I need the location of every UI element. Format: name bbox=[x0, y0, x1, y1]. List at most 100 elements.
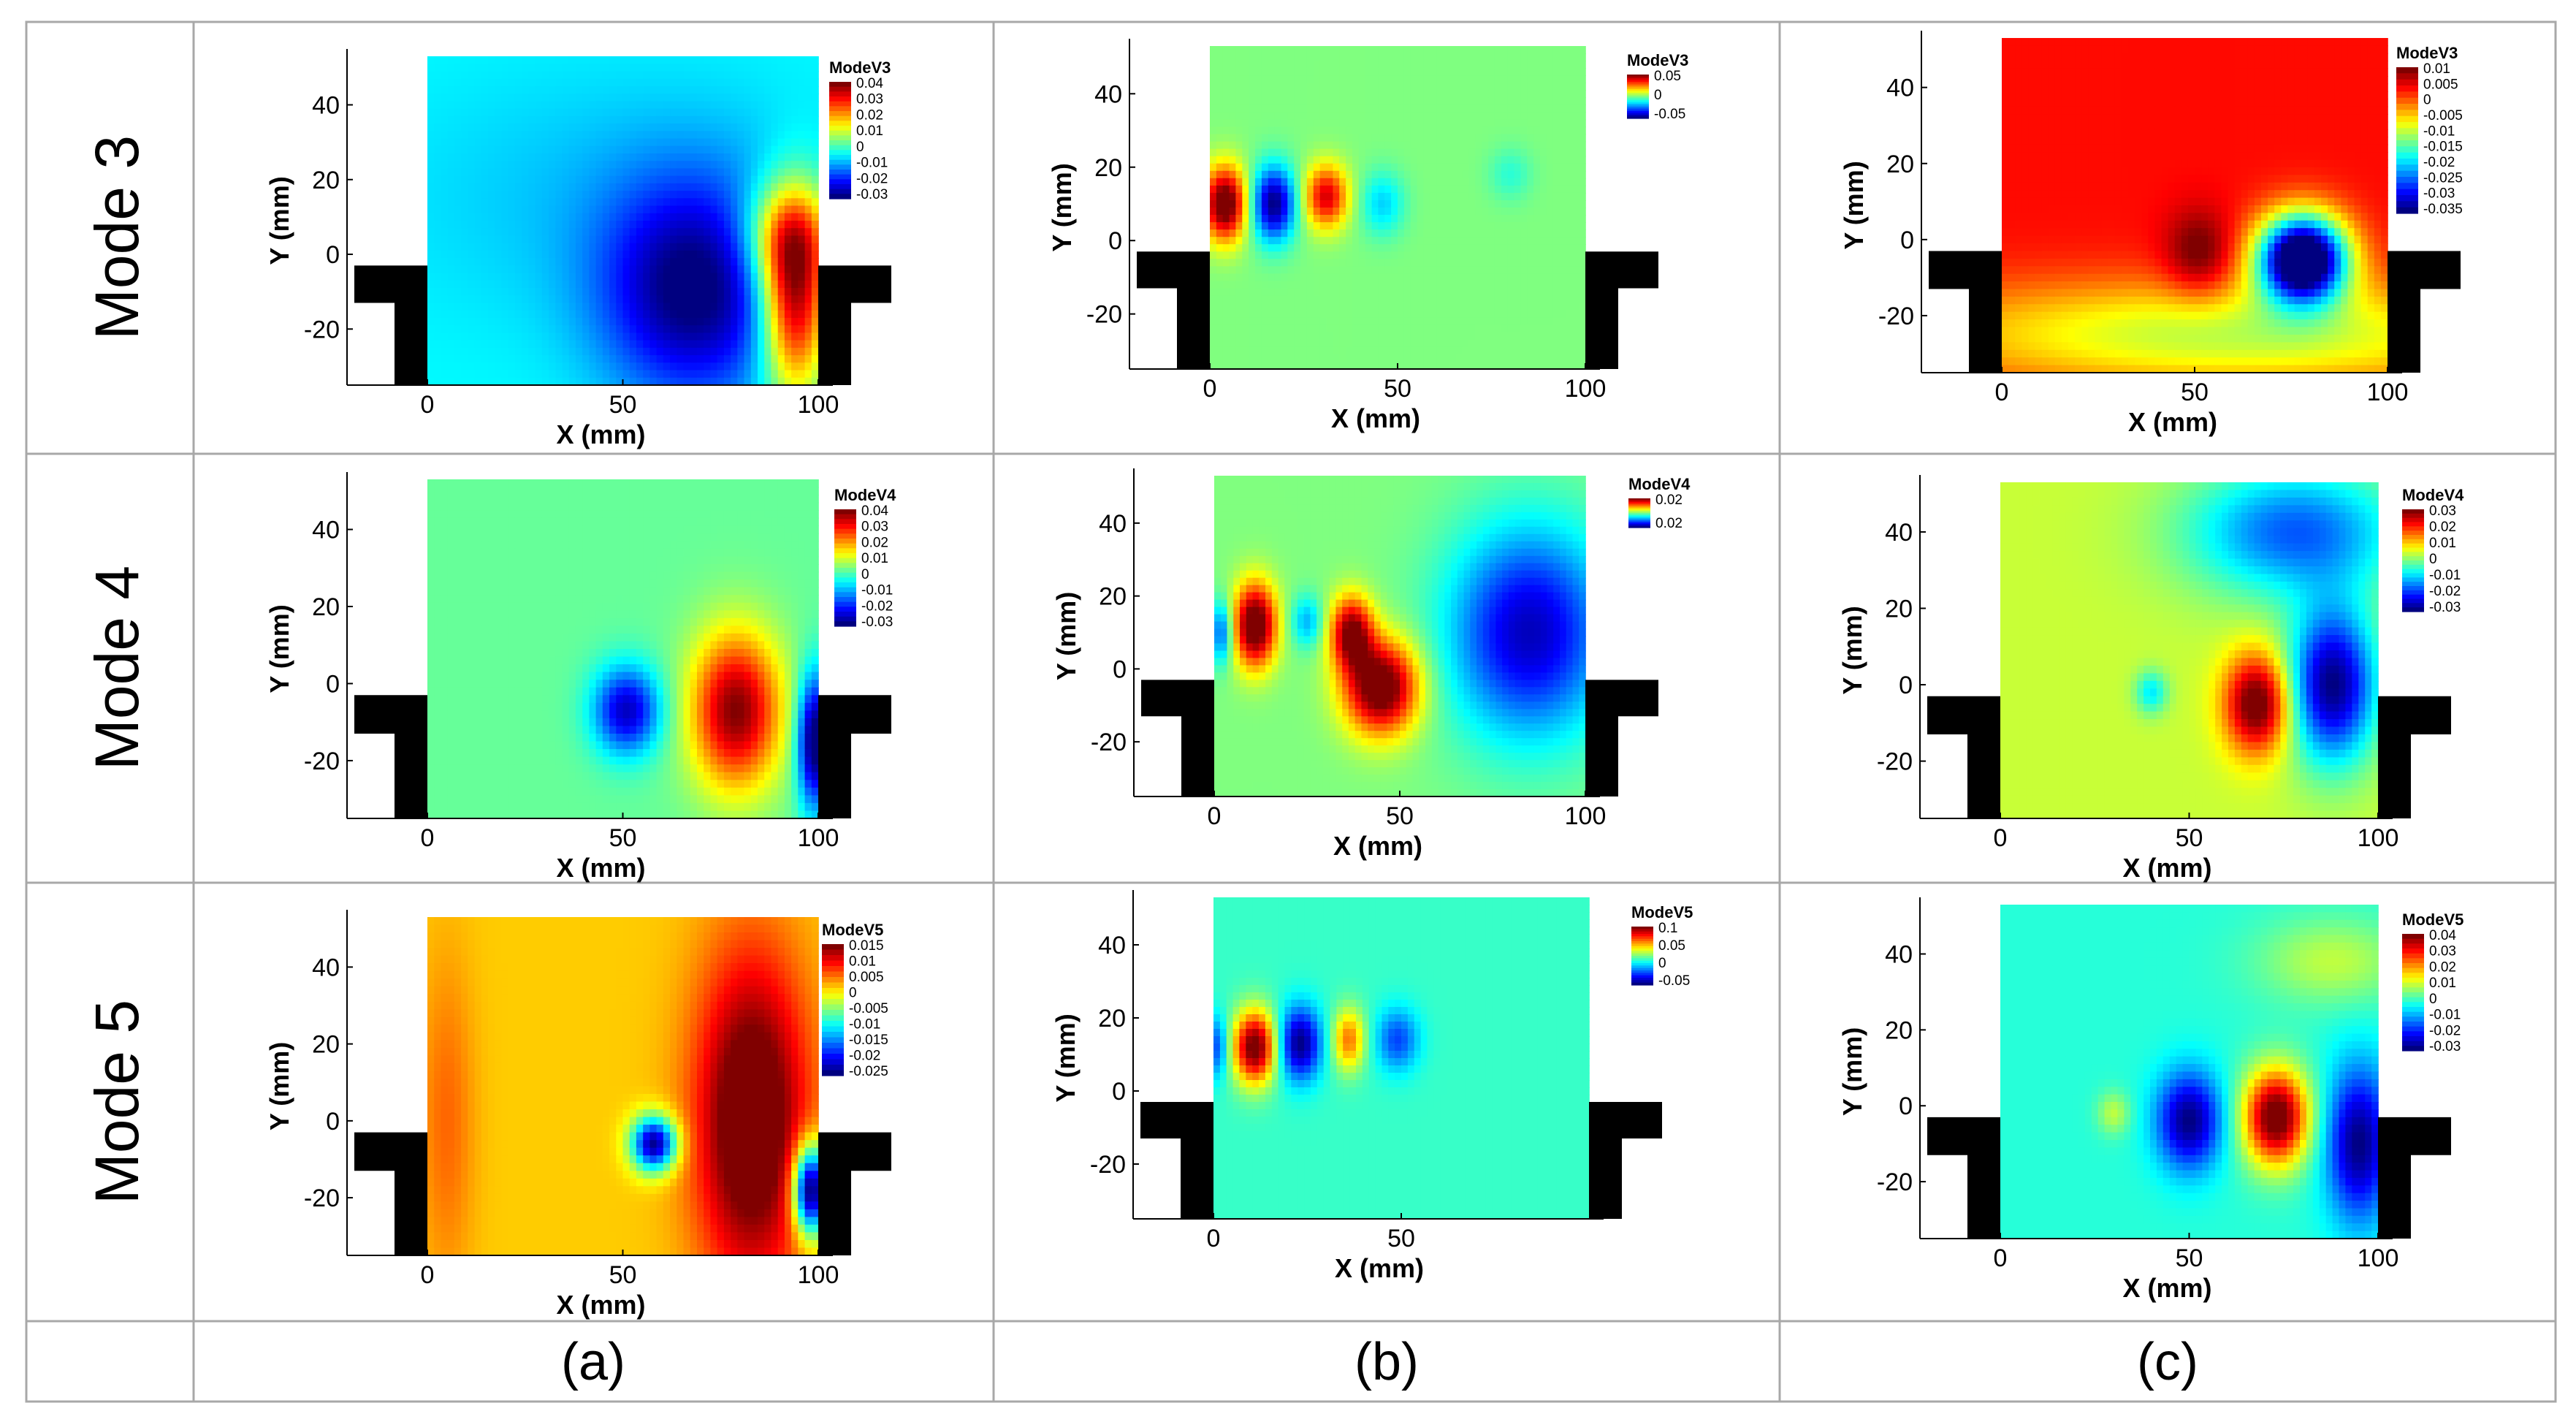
heatmap-cell bbox=[1501, 281, 1509, 289]
heatmap-cell bbox=[1384, 339, 1392, 348]
heatmap-cell bbox=[1566, 75, 1574, 83]
heatmap-cell bbox=[1527, 97, 1534, 106]
heatmap-cell bbox=[568, 280, 576, 289]
heatmap-cell bbox=[677, 265, 685, 274]
heatmap-cell bbox=[1468, 75, 1476, 83]
heatmap-cell bbox=[1274, 288, 1282, 297]
heatmap-cell bbox=[568, 145, 576, 154]
heatmap-cell bbox=[1475, 288, 1482, 297]
heatmap-cell bbox=[1417, 112, 1425, 121]
heatmap-cell bbox=[461, 71, 469, 80]
heatmap-cell bbox=[791, 205, 799, 214]
heatmap-cell bbox=[636, 71, 644, 80]
heatmap-cell bbox=[1443, 178, 1450, 186]
heatmap-cell bbox=[616, 325, 624, 334]
heatmap-cell bbox=[723, 123, 731, 132]
heatmap-cell bbox=[434, 295, 442, 304]
heatmap-cell bbox=[1552, 46, 1561, 54]
heatmap-cell bbox=[1287, 148, 1295, 157]
heatmap-cell bbox=[629, 101, 637, 110]
heatmap-cell bbox=[1313, 185, 1321, 194]
heatmap-cell bbox=[1520, 119, 1528, 128]
heatmap-cell bbox=[643, 265, 651, 274]
heatmap-cell bbox=[1216, 273, 1224, 282]
heatmap-cell bbox=[549, 288, 556, 296]
heatmap-cell bbox=[447, 310, 455, 319]
heatmap-cell bbox=[1326, 251, 1334, 260]
heatmap-cell bbox=[1455, 178, 1463, 186]
heatmap-cell bbox=[649, 235, 658, 244]
heatmap-cell bbox=[656, 85, 664, 94]
heatmap-cell bbox=[549, 56, 556, 64]
heatmap-cell bbox=[1306, 148, 1314, 157]
heatmap-cell bbox=[468, 288, 476, 296]
heatmap-cell bbox=[1462, 178, 1470, 186]
heatmap-cell bbox=[1552, 251, 1561, 260]
legend-color-step bbox=[829, 194, 851, 199]
heatmap-cell bbox=[609, 228, 617, 237]
heatmap-cell bbox=[1333, 68, 1341, 76]
heatmap-cell bbox=[468, 265, 476, 274]
heatmap-cell bbox=[474, 310, 482, 319]
heatmap-cell bbox=[1378, 90, 1386, 99]
heatmap-cell bbox=[1326, 53, 1334, 61]
heatmap-cell bbox=[683, 108, 691, 117]
heatmap-cell bbox=[717, 235, 725, 244]
heatmap-cell bbox=[549, 235, 556, 244]
heatmap-cell bbox=[1378, 295, 1386, 304]
heatmap-cell bbox=[704, 228, 712, 237]
heatmap-cell bbox=[434, 370, 442, 379]
heatmap-cell bbox=[791, 221, 799, 229]
heatmap-cell bbox=[495, 355, 503, 364]
heatmap-cell bbox=[427, 273, 435, 281]
heatmap-cell bbox=[1430, 46, 1437, 54]
heatmap-cell bbox=[1346, 170, 1353, 179]
heatmap-cell bbox=[1229, 178, 1237, 186]
heatmap-cell bbox=[468, 94, 476, 102]
heatmap-cell bbox=[474, 332, 482, 341]
heatmap-cell bbox=[1527, 303, 1534, 311]
heatmap-cell bbox=[771, 191, 779, 199]
heatmap-cell bbox=[1398, 259, 1405, 267]
heatmap-cell bbox=[1430, 208, 1437, 216]
heatmap-cell bbox=[1294, 303, 1301, 311]
heatmap-cell bbox=[474, 228, 482, 237]
heatmap-cell bbox=[750, 265, 758, 274]
heatmap-cell bbox=[643, 94, 651, 102]
heatmap-cell bbox=[454, 340, 462, 349]
heatmap-cell bbox=[1488, 178, 1495, 186]
heatmap-cell bbox=[1462, 288, 1470, 297]
heatmap-cell bbox=[677, 280, 685, 289]
heatmap-cell bbox=[1287, 156, 1295, 164]
heatmap-cell bbox=[461, 131, 469, 140]
heatmap-cell bbox=[717, 303, 725, 311]
heatmap-cell bbox=[683, 198, 691, 207]
heatmap-cell bbox=[1398, 170, 1405, 179]
heatmap-cell bbox=[1249, 332, 1256, 341]
heatmap-cell bbox=[690, 325, 698, 334]
heatmap-cell bbox=[649, 64, 658, 72]
heatmap-cell bbox=[771, 258, 779, 267]
heatmap-cell bbox=[481, 183, 489, 191]
heatmap-cell bbox=[589, 85, 597, 94]
heatmap-cell bbox=[1417, 156, 1425, 164]
heatmap-cell bbox=[1430, 119, 1437, 128]
heatmap-cell bbox=[1358, 229, 1366, 237]
heatmap-cell bbox=[575, 123, 583, 132]
heatmap-cell bbox=[697, 362, 704, 371]
heatmap-cell bbox=[1449, 61, 1457, 69]
heatmap-cell bbox=[764, 138, 772, 147]
heatmap-cell bbox=[1449, 75, 1457, 83]
heatmap-cell bbox=[1494, 339, 1502, 348]
heatmap-cell bbox=[758, 56, 765, 64]
heatmap-cell bbox=[1443, 185, 1450, 194]
heatmap-cell bbox=[1326, 141, 1334, 150]
heatmap-cell bbox=[1365, 229, 1373, 237]
heatmap-cell bbox=[710, 131, 718, 140]
heatmap-cell bbox=[704, 340, 712, 349]
heatmap-cell bbox=[595, 310, 603, 319]
heatmap-cell bbox=[568, 265, 576, 274]
heatmap-cell bbox=[514, 347, 522, 356]
heatmap-cell bbox=[541, 183, 549, 191]
